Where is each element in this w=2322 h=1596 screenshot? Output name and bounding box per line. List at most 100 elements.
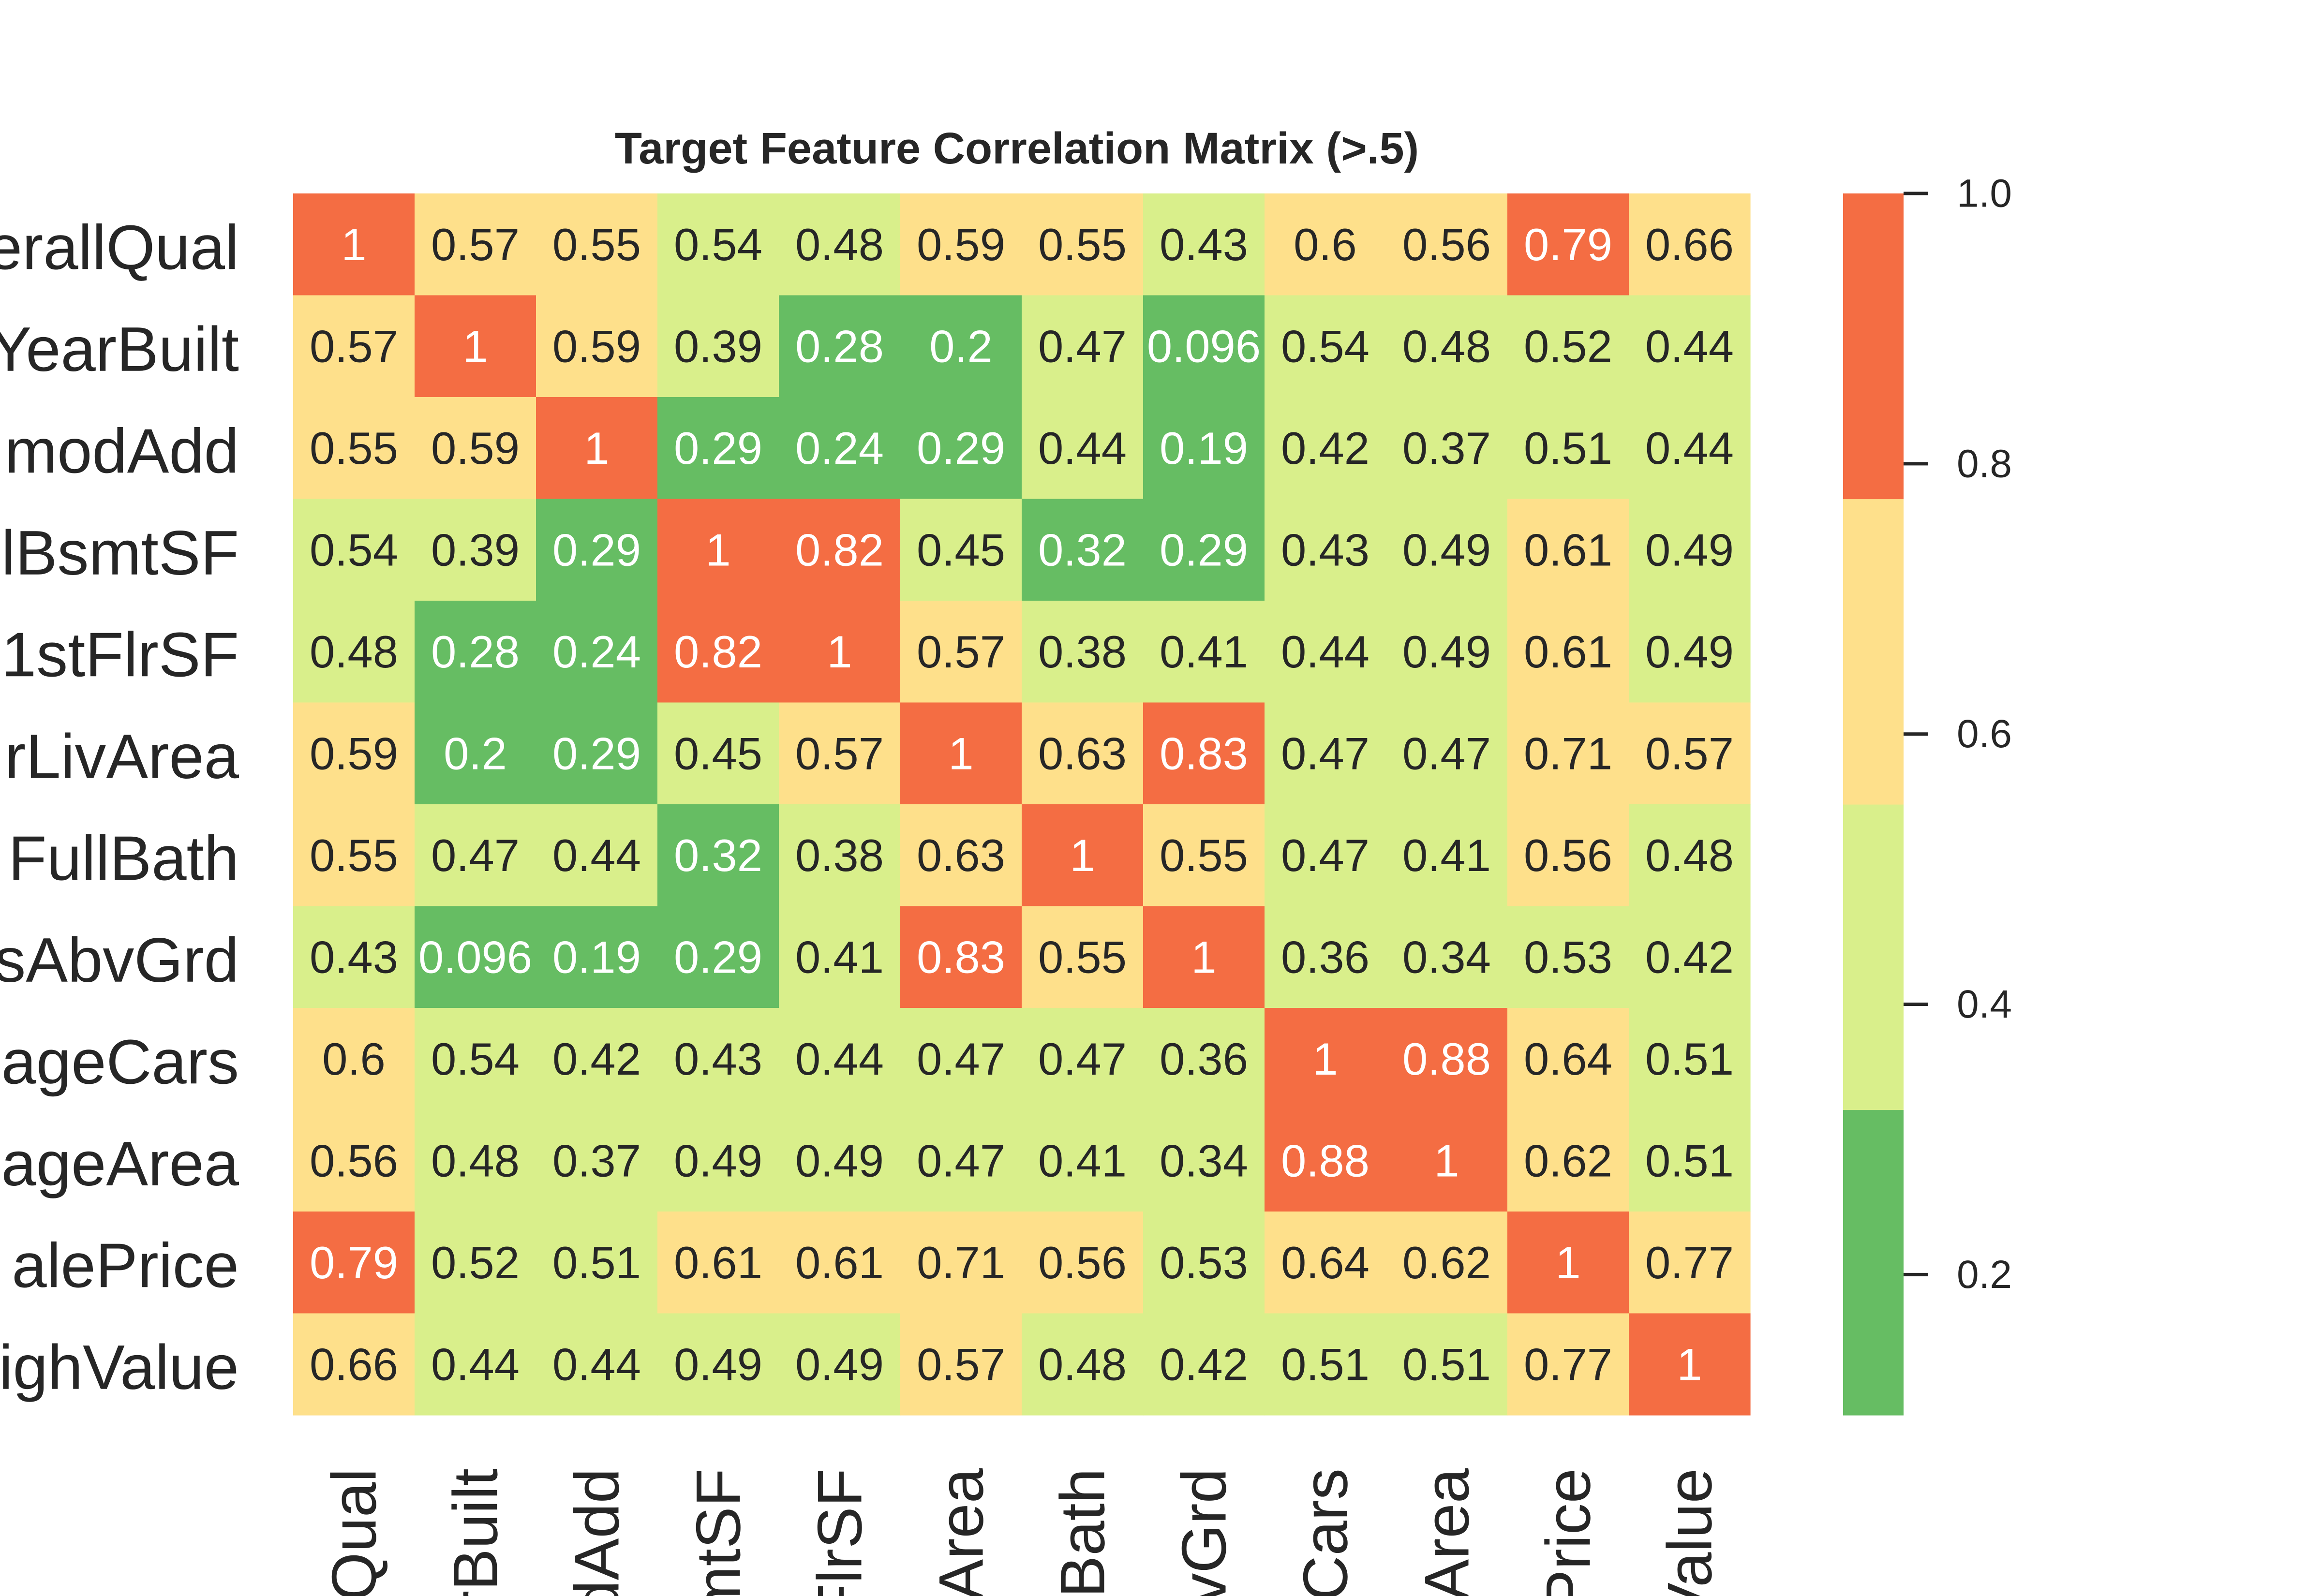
- heatmap-cell: [293, 702, 415, 805]
- cell-value-label: 0.48: [1038, 1339, 1127, 1389]
- cell-value-label: 0.64: [1281, 1237, 1369, 1288]
- column-labels: lQual rBuilt dAdd mtSF FlrSF vArea lBath bvGrd e…: [319, 1468, 1725, 1596]
- colorbar-tick-label: 0.6: [1957, 712, 2012, 756]
- cell-value-label: 1: [948, 728, 973, 779]
- cell-value-label: 0.62: [1524, 1135, 1612, 1186]
- heatmap-cell: [1143, 702, 1265, 805]
- cell-value-label: 0.29: [917, 423, 1005, 473]
- cell-value-label: 0.55: [552, 219, 641, 270]
- heatmap-cell: [657, 499, 779, 601]
- heatmap-cell: [779, 499, 901, 601]
- heatmap-cell: [536, 702, 658, 805]
- cell-value-label: 0.44: [795, 1034, 884, 1084]
- cell-value-label: 1: [584, 423, 609, 473]
- cell-value-label: 0.44: [1038, 423, 1127, 473]
- heatmap-cell: [536, 1313, 658, 1416]
- cell-value-label: 0.44: [1645, 423, 1734, 473]
- cell-value-label: 0.56: [1038, 1237, 1127, 1288]
- cell-value-label: 0.48: [795, 219, 884, 270]
- heatmap-cell: [657, 601, 779, 703]
- cell-value-label: 0.47: [1038, 1034, 1127, 1084]
- cell-value-label: 0.36: [1281, 931, 1369, 982]
- heatmap-cell: [415, 1212, 536, 1314]
- cell-value-label: 0.88: [1281, 1135, 1369, 1186]
- cell-value-label: 0.71: [1524, 728, 1612, 779]
- heatmap-cell: [1143, 804, 1265, 907]
- heatmap-cell: [1386, 295, 1508, 398]
- cell-value-label: 0.56: [1524, 830, 1612, 881]
- heatmap-cell: [415, 397, 536, 500]
- cell-value-label: 0.47: [917, 1034, 1005, 1084]
- cell-value-label: 0.51: [1645, 1034, 1734, 1084]
- cell-value-label: 0.64: [1524, 1034, 1612, 1084]
- heatmap-cell: [293, 804, 415, 907]
- heatmap-cell: [1629, 1008, 1751, 1110]
- cell-value-label: 0.51: [1524, 423, 1612, 473]
- heatmap-cell: [415, 1008, 536, 1110]
- cell-value-label: 0.57: [795, 728, 884, 779]
- heatmap-cell: [1265, 601, 1386, 703]
- cell-value-label: 0.48: [1645, 830, 1734, 881]
- heatmap-cell: [1507, 906, 1629, 1008]
- colorbar-tick-label: 0.4: [1957, 982, 2012, 1026]
- heatmap-cell: [1507, 1008, 1629, 1110]
- heatmap-cell: [1629, 804, 1751, 907]
- column-label: Price: [1533, 1468, 1604, 1596]
- cell-value-label: 0.42: [1281, 423, 1369, 473]
- heatmap-cell: [1265, 193, 1386, 296]
- heatmap-cell: [657, 702, 779, 805]
- heatmap-cell: [1629, 499, 1751, 601]
- heatmap-cell: [1022, 499, 1144, 601]
- cell-value-label: 0.38: [795, 830, 884, 881]
- heatmap-cell: [415, 499, 536, 601]
- cell-value-label: 0.77: [1645, 1237, 1734, 1288]
- heatmap-cell: [1507, 499, 1629, 601]
- heatmap-cell: [1143, 1313, 1265, 1416]
- cell-value-label: 0.42: [1160, 1339, 1248, 1389]
- heatmap-cell: [1143, 295, 1265, 398]
- cell-value-label: 0.55: [1160, 830, 1248, 881]
- cell-value-label: 1: [341, 219, 366, 270]
- heatmap-cell: [900, 1313, 1022, 1416]
- heatmap-cell: [1022, 397, 1144, 500]
- row-label: ageArea: [1, 1128, 239, 1199]
- cell-value-label: 0.39: [674, 321, 762, 371]
- heatmap-cell: [1265, 702, 1386, 805]
- cell-value-label: 0.34: [1402, 931, 1491, 982]
- heatmap-cell: [415, 295, 536, 398]
- column-label: FlrSF: [804, 1468, 875, 1596]
- cell-value-label: 0.52: [1524, 321, 1612, 371]
- cell-value-label: 0.32: [674, 830, 762, 881]
- heatmap-cell: [1143, 1109, 1265, 1212]
- cell-value-label: 0.55: [310, 423, 398, 473]
- cell-value-label: 0.55: [310, 830, 398, 881]
- cell-value-label: 0.56: [310, 1135, 398, 1186]
- chart-title: Target Feature Correlation Matrix (>.5): [615, 124, 1419, 173]
- row-labels: erallQual YearBuilt modAdd lBsmtSF 1stFlrSF r…: [0, 212, 239, 1403]
- heatmap-cell: [900, 295, 1022, 398]
- heatmap-cell: [1022, 1008, 1144, 1110]
- heatmap-cell: [293, 295, 415, 398]
- cell-value-label: 0.37: [552, 1135, 641, 1186]
- cell-value-label: 0.49: [1645, 626, 1734, 677]
- colorbar-tick-label: 0.8: [1957, 442, 2012, 486]
- heatmap-cell: [779, 702, 901, 805]
- cell-value-label: 0.38: [1038, 626, 1127, 677]
- heatmap-cell: [1022, 804, 1144, 907]
- heatmap-cell: [1143, 1212, 1265, 1314]
- heatmap-cell: [1265, 804, 1386, 907]
- column-label: eCars: [1290, 1468, 1361, 1596]
- row-label: YearBuilt: [0, 314, 239, 384]
- heatmap-cell: [900, 397, 1022, 500]
- heatmap-cell: [1507, 1212, 1629, 1314]
- cell-value-label: 0.37: [1402, 423, 1491, 473]
- cell-value-label: 0.44: [1281, 626, 1369, 677]
- row-label: lBsmtSF: [1, 517, 239, 588]
- row-label: rLivArea: [5, 721, 239, 792]
- heatmap-cell: [1143, 906, 1265, 1008]
- cell-value-label: 0.41: [1038, 1135, 1127, 1186]
- heatmap-cell: [779, 1313, 901, 1416]
- heatmap-cell: [1507, 1313, 1629, 1416]
- heatmap-cell: [1022, 193, 1144, 296]
